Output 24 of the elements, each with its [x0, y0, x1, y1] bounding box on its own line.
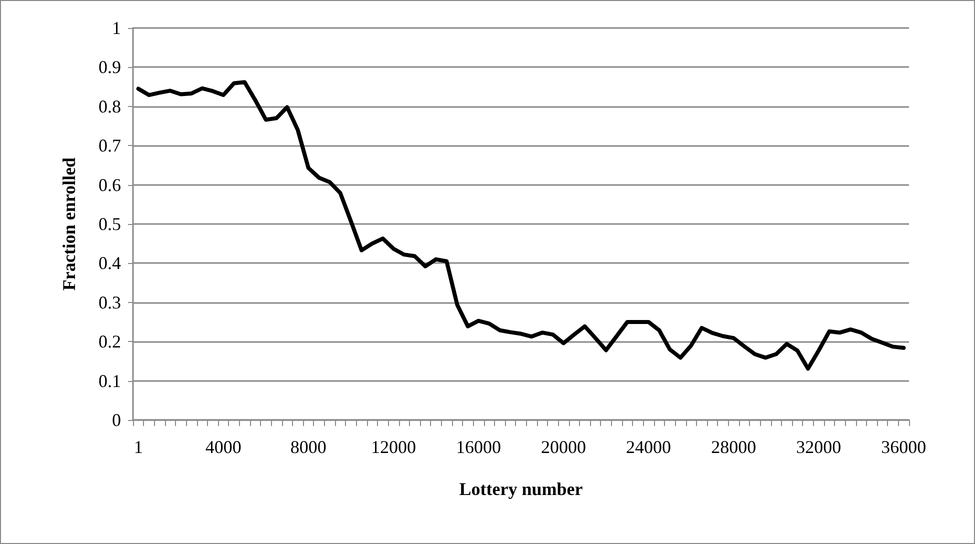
y-tick-label: 0.3 — [98, 292, 121, 312]
y-tick-label: 0.9 — [98, 57, 121, 78]
x-tick-label: 24000 — [626, 437, 672, 457]
x-tick-label: 8000 — [290, 437, 326, 457]
x-tick-label: 32000 — [796, 437, 842, 457]
x-tick-label: 12000 — [370, 437, 416, 457]
line-series — [136, 80, 906, 371]
y-tick-label: 0.5 — [98, 214, 121, 234]
x-axis-title: Lottery number — [459, 479, 583, 499]
y-tick-label: 1 — [112, 18, 121, 38]
y-tick-label: 0.2 — [98, 332, 121, 352]
y-tick-label: 0.1 — [98, 370, 121, 391]
x-tick-label: 28000 — [711, 437, 756, 457]
x-tick-label: 16000 — [456, 437, 501, 457]
x-tick-label: 1 — [134, 437, 143, 457]
y-tick-label: 0.4 — [98, 253, 121, 274]
x-tick-label: 20000 — [541, 437, 586, 457]
y-tick-label: 0 — [112, 410, 121, 430]
y-axis-title: Fraction enrolled — [59, 157, 79, 291]
y-tick-label: 0.6 — [98, 174, 121, 195]
x-tick-label: 4000 — [205, 437, 242, 457]
y-tick-label: 0.8 — [98, 96, 121, 116]
x-tick-label: 36000 — [881, 437, 926, 457]
y-tick-label: 0.7 — [98, 136, 121, 156]
